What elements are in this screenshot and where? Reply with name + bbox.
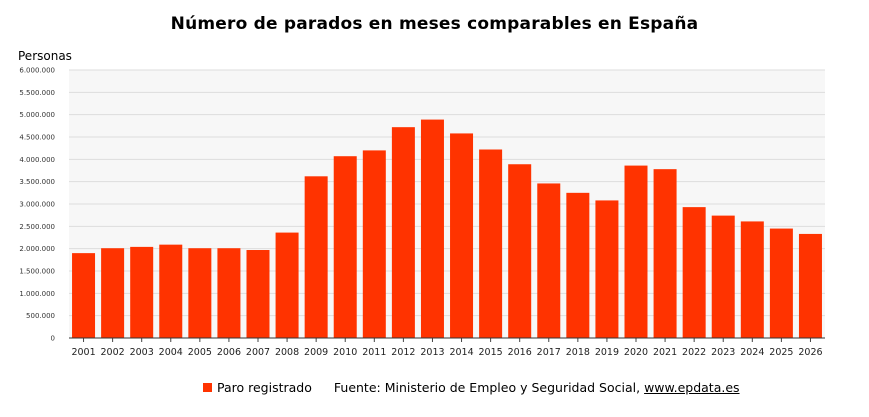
x-tick-label: 2006 [217,347,241,358]
y-tick-label: 1.500.000 [19,268,55,276]
y-tick-label: 2.500.000 [19,223,55,231]
bar [566,192,590,338]
bar [508,164,532,338]
x-tick-label: 2013 [420,347,444,358]
x-tick-label: 2003 [130,347,154,358]
x-tick-label: 2001 [71,347,95,358]
bar [682,207,706,338]
bar [479,149,503,338]
x-tick-label: 2017 [537,347,561,358]
x-tick-label: 2024 [740,347,764,358]
y-tick-label: 500.000 [26,312,55,320]
bar [130,246,154,338]
chart-title: Número de parados en meses comparables e… [170,14,699,34]
y-tick-label: 6.000.000 [19,67,55,75]
x-tick-label: 2004 [159,347,183,358]
x-tick-label: 2012 [391,347,415,358]
bar [333,156,357,338]
bar [275,232,299,338]
x-tick-label: 2026 [798,347,822,358]
bar [362,150,386,338]
bar [798,233,822,338]
source-link[interactable]: www.epdata.es [644,380,740,395]
y-tick-label: 4.500.000 [19,134,55,142]
bar [159,244,183,338]
x-tick-label: 2015 [479,347,503,358]
y-tick-label: 3.500.000 [19,178,55,186]
bar [304,176,328,338]
bar [188,248,212,338]
source-label: Fuente: Ministerio de Empleo y Seguridad… [333,380,641,395]
chart-legend: Paro registrado Fuente: Ministerio de Em… [203,380,740,395]
x-tick-label: 2002 [101,347,125,358]
y-tick-label: 5.000.000 [19,111,55,119]
bar [420,119,444,338]
y-tick-label: 5.500.000 [19,89,55,97]
x-tick-label: 2023 [711,347,735,358]
x-tick-label: 2010 [333,347,357,358]
legend-swatch [203,383,212,392]
bar [653,169,677,338]
bar [769,228,793,338]
y-tick-label: 2.000.000 [19,245,55,253]
y-axis-label: Personas [18,49,72,63]
x-tick-label: 2011 [362,347,386,358]
x-tick-label: 2025 [769,347,793,358]
x-tick-label: 2021 [653,347,677,358]
x-tick-label: 2018 [566,347,590,358]
bar [101,248,125,338]
bar [740,221,764,338]
y-tick-label: 3.000.000 [19,201,55,209]
x-tick-label: 2019 [595,347,619,358]
bar [391,127,415,338]
x-tick-label: 2007 [246,347,270,358]
bar [450,133,474,338]
bar [246,250,270,338]
bar [217,248,241,338]
y-tick-label: 4.000.000 [19,156,55,164]
source-text: Fuente: Ministerio de Empleo y Seguridad… [334,380,740,395]
y-tick-label: 1.000.000 [19,290,55,298]
x-tick-label: 2009 [304,347,328,358]
x-tick-label: 2008 [275,347,299,358]
bar [595,200,619,338]
x-tick-label: 2016 [508,347,532,358]
x-tick-label: 2014 [449,347,473,358]
x-tick-label: 2005 [188,347,212,358]
bar [72,253,96,338]
y-tick-label: 0 [51,335,55,343]
legend-label: Paro registrado [217,380,312,395]
bar [624,165,648,338]
x-tick-label: 2020 [624,347,648,358]
bar [537,183,561,338]
x-tick-label: 2022 [682,347,706,358]
bar [711,215,735,338]
